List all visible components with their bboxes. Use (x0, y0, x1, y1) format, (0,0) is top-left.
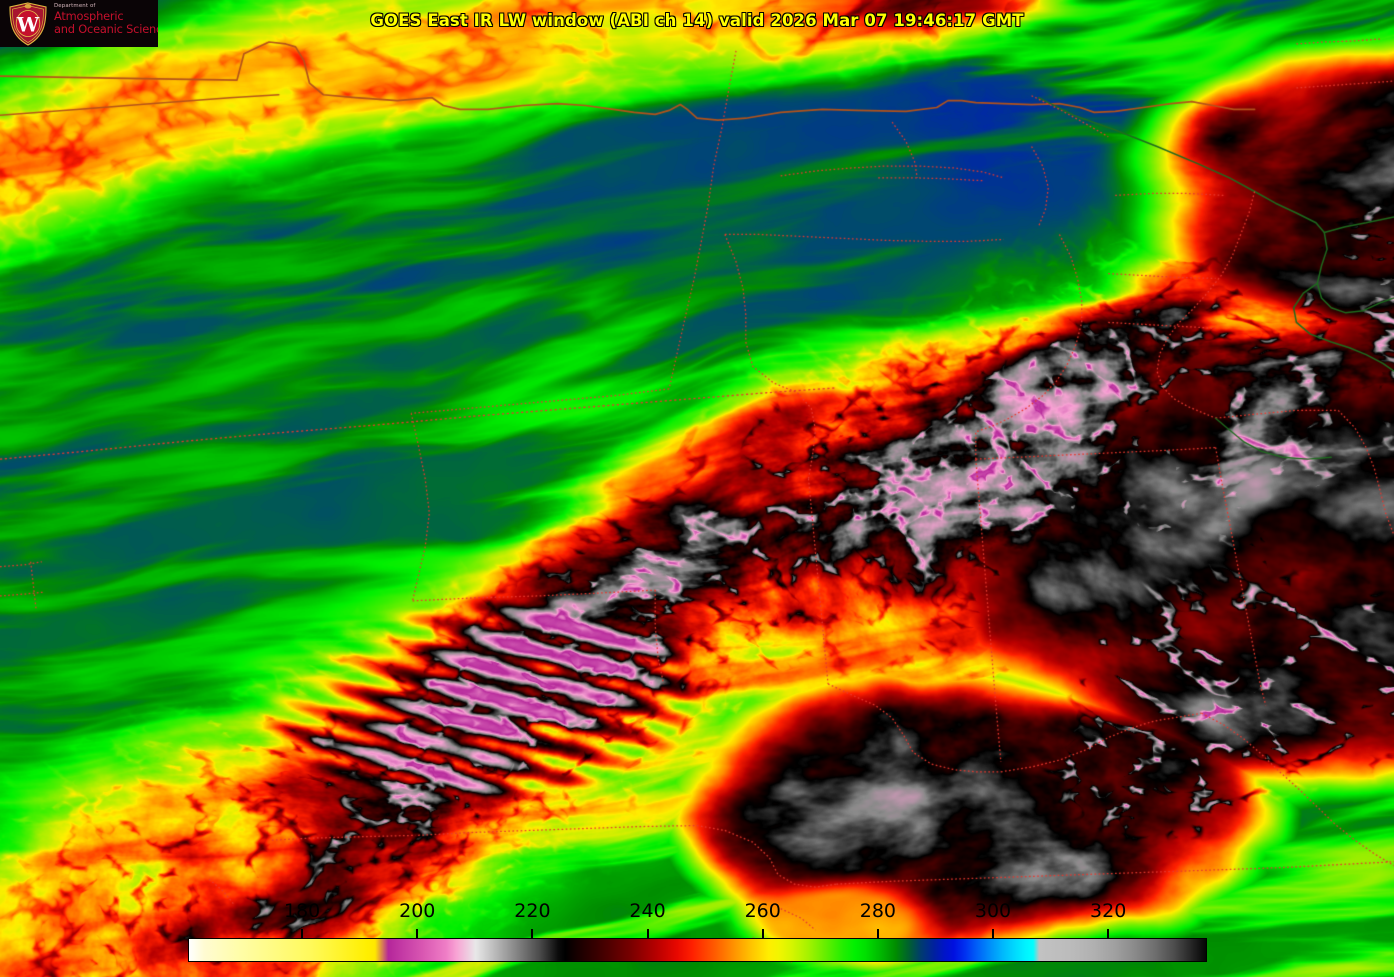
colorbar-tick-mark (416, 929, 419, 938)
colorbar-tick-label: 220 (514, 900, 551, 922)
logo-department-prefix: Department of (54, 3, 96, 9)
colorbar-tick-mark (531, 929, 534, 938)
colorbar-tick-mark (992, 929, 994, 938)
colorbar-tick-marks (188, 929, 1207, 938)
colorbar-tick-label: 180 (283, 900, 321, 922)
colorbar-tick-label: 200 (399, 900, 436, 922)
colorbar: 180 200 220 240 260 280 300 320 (188, 900, 1207, 964)
colorbar-tick-label: 300 (974, 900, 1012, 922)
uw-crest-icon: W (9, 2, 47, 46)
colorbar-tick-mark (301, 929, 304, 938)
logo-text-block: Department of Atmospheric and Oceanic Sc… (54, 3, 158, 36)
colorbar-tick-mark (761, 929, 764, 938)
uw-aos-logo: W Department of Atmospheric and Oceanic … (0, 0, 158, 47)
colorbar-gradient-bar (188, 938, 1207, 962)
colorbar-tick-labels: 180 200 220 240 260 280 300 320 (188, 900, 1207, 930)
colorbar-tick-mark (646, 929, 649, 938)
svg-text:W: W (16, 13, 40, 37)
colorbar-tick-label: 320 (1090, 900, 1127, 922)
colorbar-color-ramp (189, 939, 1206, 961)
logo-line-atmospheric: Atmospheric (54, 9, 124, 23)
logo-line-oceanic: and Oceanic Sciences (54, 22, 158, 36)
colorbar-tick-label: 260 (744, 900, 781, 922)
colorbar-tick-mark (1107, 929, 1110, 938)
colorbar-tick-label: 240 (629, 900, 666, 922)
colorbar-tick-mark (876, 929, 879, 938)
colorbar-tick-label: 280 (859, 900, 896, 922)
